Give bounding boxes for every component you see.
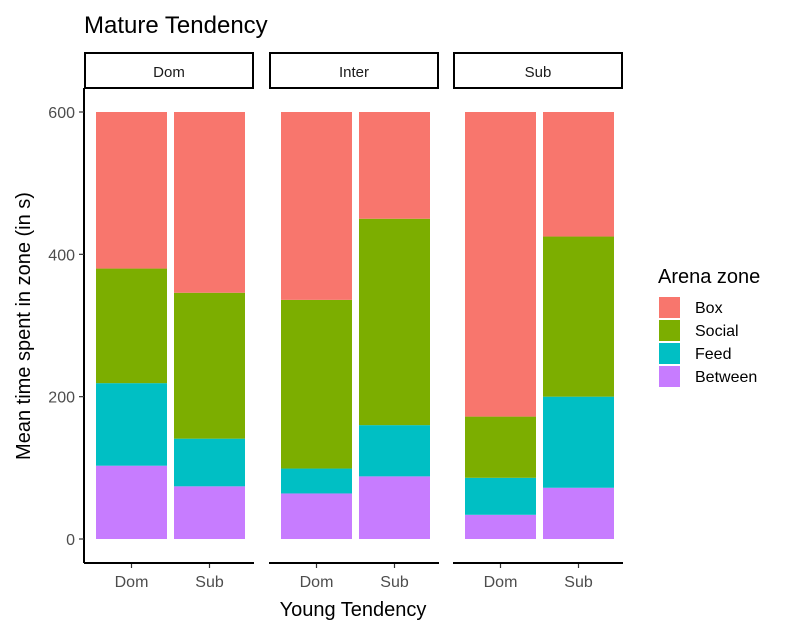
bar-segment-between (465, 514, 536, 539)
bar-segment-feed (174, 438, 245, 487)
bar-segment-social (543, 236, 614, 397)
legend-swatch (659, 366, 680, 387)
bar-segment-between (359, 476, 430, 539)
bar-segment-feed (359, 425, 430, 477)
bar-segment-feed (465, 477, 536, 515)
y-axis-title: Mean time spent in zone (in s) (13, 192, 35, 460)
facet-panels: Dom Dom Sub Inter Dom Sub Sub Dom Sub (84, 52, 623, 591)
y-tick-label: 200 (48, 390, 75, 407)
bar-segment-box (465, 112, 536, 417)
panel-strip-label: Inter (339, 64, 369, 81)
bar-segment-box (543, 112, 614, 237)
legend-label: Social (695, 323, 739, 340)
y-tick-label: 0 (66, 532, 75, 549)
x-tick-label: Dom (300, 574, 334, 591)
legend-item-between: Between (659, 366, 757, 387)
bar-segment-box (359, 112, 430, 219)
panel-sub: Sub Dom Sub (453, 52, 623, 591)
legend-item-feed: Feed (659, 343, 731, 364)
legend-items: Box Social Feed Between (659, 297, 757, 387)
panel-dom: Dom Dom Sub (84, 52, 254, 591)
legend-swatch (659, 343, 680, 364)
bar-segment-box (96, 112, 167, 269)
legend: Arena zone Box Social Feed Between (658, 266, 760, 387)
bar-segment-social (174, 292, 245, 439)
legend-swatch (659, 297, 680, 318)
legend-item-box: Box (659, 297, 723, 318)
legend-item-social: Social (659, 320, 739, 341)
bar-segment-box (174, 112, 245, 293)
x-axis-title: Young Tendency (280, 599, 427, 621)
x-tick-label: Dom (115, 574, 149, 591)
x-tick-label: Sub (380, 574, 409, 591)
legend-label: Box (695, 300, 723, 317)
x-tick-label: Sub (564, 574, 593, 591)
legend-label: Between (695, 369, 757, 386)
panel-inter: Inter Dom Sub (269, 52, 439, 591)
bar-segment-between (281, 493, 352, 539)
x-tick-label: Dom (484, 574, 518, 591)
bar-segment-social (465, 416, 536, 478)
bar-segment-feed (96, 383, 167, 466)
bar-segment-social (359, 218, 430, 426)
bar-segment-feed (543, 396, 614, 488)
y-tick-label: 600 (48, 105, 75, 122)
bar-segment-feed (281, 468, 352, 494)
legend-title: Arena zone (658, 266, 760, 288)
panel-strip-label: Sub (525, 64, 552, 81)
chart-title: Mature Tendency (84, 12, 268, 39)
panel-strip (269, 52, 439, 89)
panel-strip-label: Dom (153, 64, 185, 81)
bar-segment-box (281, 112, 352, 300)
legend-swatch (659, 320, 680, 341)
panel-strip (453, 52, 623, 89)
bar-segment-between (96, 465, 167, 539)
panel-strip (84, 52, 254, 89)
bar-segment-between (543, 487, 614, 539)
bar-segment-between (174, 486, 245, 539)
legend-label: Feed (695, 346, 731, 363)
bar-segment-social (281, 299, 352, 469)
x-tick-label: Sub (195, 574, 224, 591)
bar-segment-social (96, 268, 167, 384)
y-tick-label: 400 (48, 247, 75, 264)
y-axis: 0 200 400 600 (48, 88, 85, 563)
